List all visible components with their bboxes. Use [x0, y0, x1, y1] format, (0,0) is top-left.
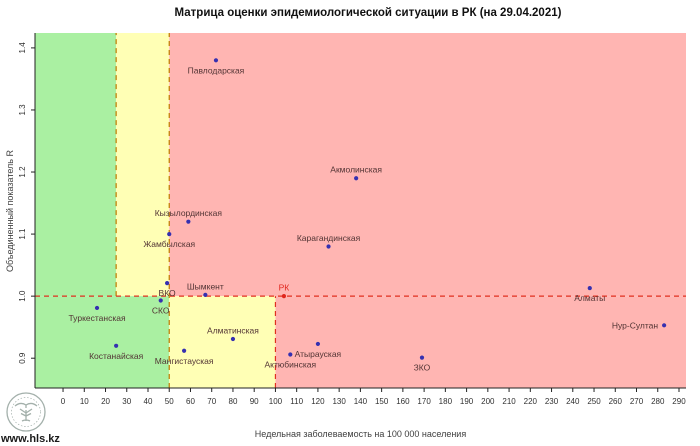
logo-inner-ring-icon [11, 397, 41, 427]
data-point-region [186, 219, 191, 224]
y-tick-label: 1.4 [18, 42, 27, 54]
data-point-region [167, 231, 172, 237]
point-label: ЗКО [414, 363, 431, 373]
y-tick-label: 1.0 [18, 290, 27, 302]
tick-marks [31, 47, 680, 392]
data-point-region [158, 298, 163, 303]
data-point-region [182, 348, 187, 353]
x-tick-label: 170 [417, 397, 431, 406]
point-label: Шымкент [187, 281, 224, 291]
x-tick-label: 20 [101, 397, 110, 406]
x-tick-label: 40 [144, 397, 153, 406]
data-point-region [213, 58, 219, 63]
x-tick-label: 290 [672, 397, 686, 406]
data-point-rk [281, 294, 287, 299]
point-label: Жамбылская [143, 239, 195, 249]
y-tick-label: 1.3 [18, 104, 27, 116]
chart-title: Матрица оценки эпидемиологической ситуац… [175, 7, 562, 19]
point-label: СКО [152, 305, 170, 315]
point-label: РК [279, 283, 290, 293]
point-label: Акмолинская [330, 165, 382, 175]
x-tick-label: 270 [630, 397, 644, 406]
zone-yellow-lower [169, 296, 276, 388]
x-tick-label: 80 [229, 397, 238, 406]
x-tick-label: 220 [524, 397, 538, 406]
x-tick-label: 180 [439, 397, 453, 406]
x-tick-label: 190 [460, 397, 474, 406]
watermark-url: www.hls.kz [0, 433, 60, 445]
x-tick-label: 10 [80, 397, 89, 406]
x-tick-label: 260 [609, 397, 623, 406]
point-label: Павлодарская [188, 65, 245, 75]
x-tick-label: 210 [502, 397, 516, 406]
hls-logo [6, 392, 46, 432]
data-point-region [662, 323, 667, 328]
point-label: Актюбинская [265, 359, 317, 369]
tree-icon [19, 408, 33, 422]
x-tick-label: 110 [290, 397, 303, 406]
zone-pink-upper [169, 33, 686, 297]
x-tick-label: 0 [61, 397, 66, 406]
data-point-region [315, 341, 321, 347]
y-tick-label: 0.9 [18, 352, 27, 364]
point-label: Кызылординская [155, 208, 223, 218]
y-axis-title: Объединенный показатель R [5, 150, 15, 273]
data-point-region [587, 285, 592, 291]
data-point-region [114, 343, 119, 348]
data-point-region [165, 281, 170, 286]
point-label: Мангистауская [155, 356, 214, 366]
data-points: Павлодарская Акмолинская Кызылординская Жам… [68, 58, 667, 373]
data-point-region [94, 305, 100, 311]
risk-zones [35, 33, 686, 388]
point-label: Карагандинская [297, 233, 361, 243]
x-axis-title: Недельная заболеваемость на 100 000 насе… [255, 429, 467, 439]
data-point-region [354, 176, 359, 181]
x-tick-label: 140 [354, 397, 368, 406]
point-label: Туркестанская [68, 313, 125, 323]
logo-outer-ring-icon [6, 392, 46, 432]
threshold-lines [35, 33, 686, 388]
x-tick-label: 100 [269, 397, 283, 406]
data-point-region [230, 336, 236, 342]
point-label: Алматы [574, 293, 605, 303]
y-tick-label: 1.1 [18, 228, 27, 240]
data-point-region [419, 355, 425, 360]
data-point-region [288, 352, 293, 357]
open-book-icon [14, 402, 38, 408]
x-tick-label: 120 [311, 397, 325, 406]
tick-labels: 0 10 20 30 40 50 60 70 80 90 100 110 120 130 140 150 160… [18, 42, 686, 406]
x-tick-label: 30 [122, 397, 131, 406]
x-tick-label: 60 [186, 397, 195, 406]
x-tick-label: 160 [396, 397, 410, 406]
x-tick-label: 90 [250, 397, 259, 406]
data-point-region [203, 292, 208, 298]
zone-green-upper [35, 33, 117, 297]
point-label: Костанайская [89, 351, 144, 361]
x-tick-label: 130 [332, 397, 346, 406]
data-point-region [326, 244, 331, 249]
x-tick-label: 50 [165, 397, 174, 406]
point-label: Нур-Султан [612, 320, 659, 330]
x-tick-label: 280 [651, 397, 665, 406]
x-tick-label: 230 [545, 397, 559, 406]
x-tick-label: 250 [587, 397, 601, 406]
plot-root: 0 10 20 30 40 50 60 70 80 90 100 110 120 130 140 150 160… [5, 33, 686, 439]
zone-yellow-upper [116, 33, 170, 297]
x-tick-label: 200 [481, 397, 495, 406]
point-label: ВКО [159, 288, 177, 298]
zone-green-lower [35, 296, 170, 388]
x-tick-label: 150 [375, 397, 389, 406]
y-tick-label: 1.2 [18, 166, 27, 178]
zone-pink-lower [275, 296, 686, 388]
x-tick-label: 240 [566, 397, 580, 406]
point-label: Атырауская [295, 349, 342, 359]
x-tick-label: 70 [207, 397, 216, 406]
point-label: Алматинская [207, 325, 259, 335]
